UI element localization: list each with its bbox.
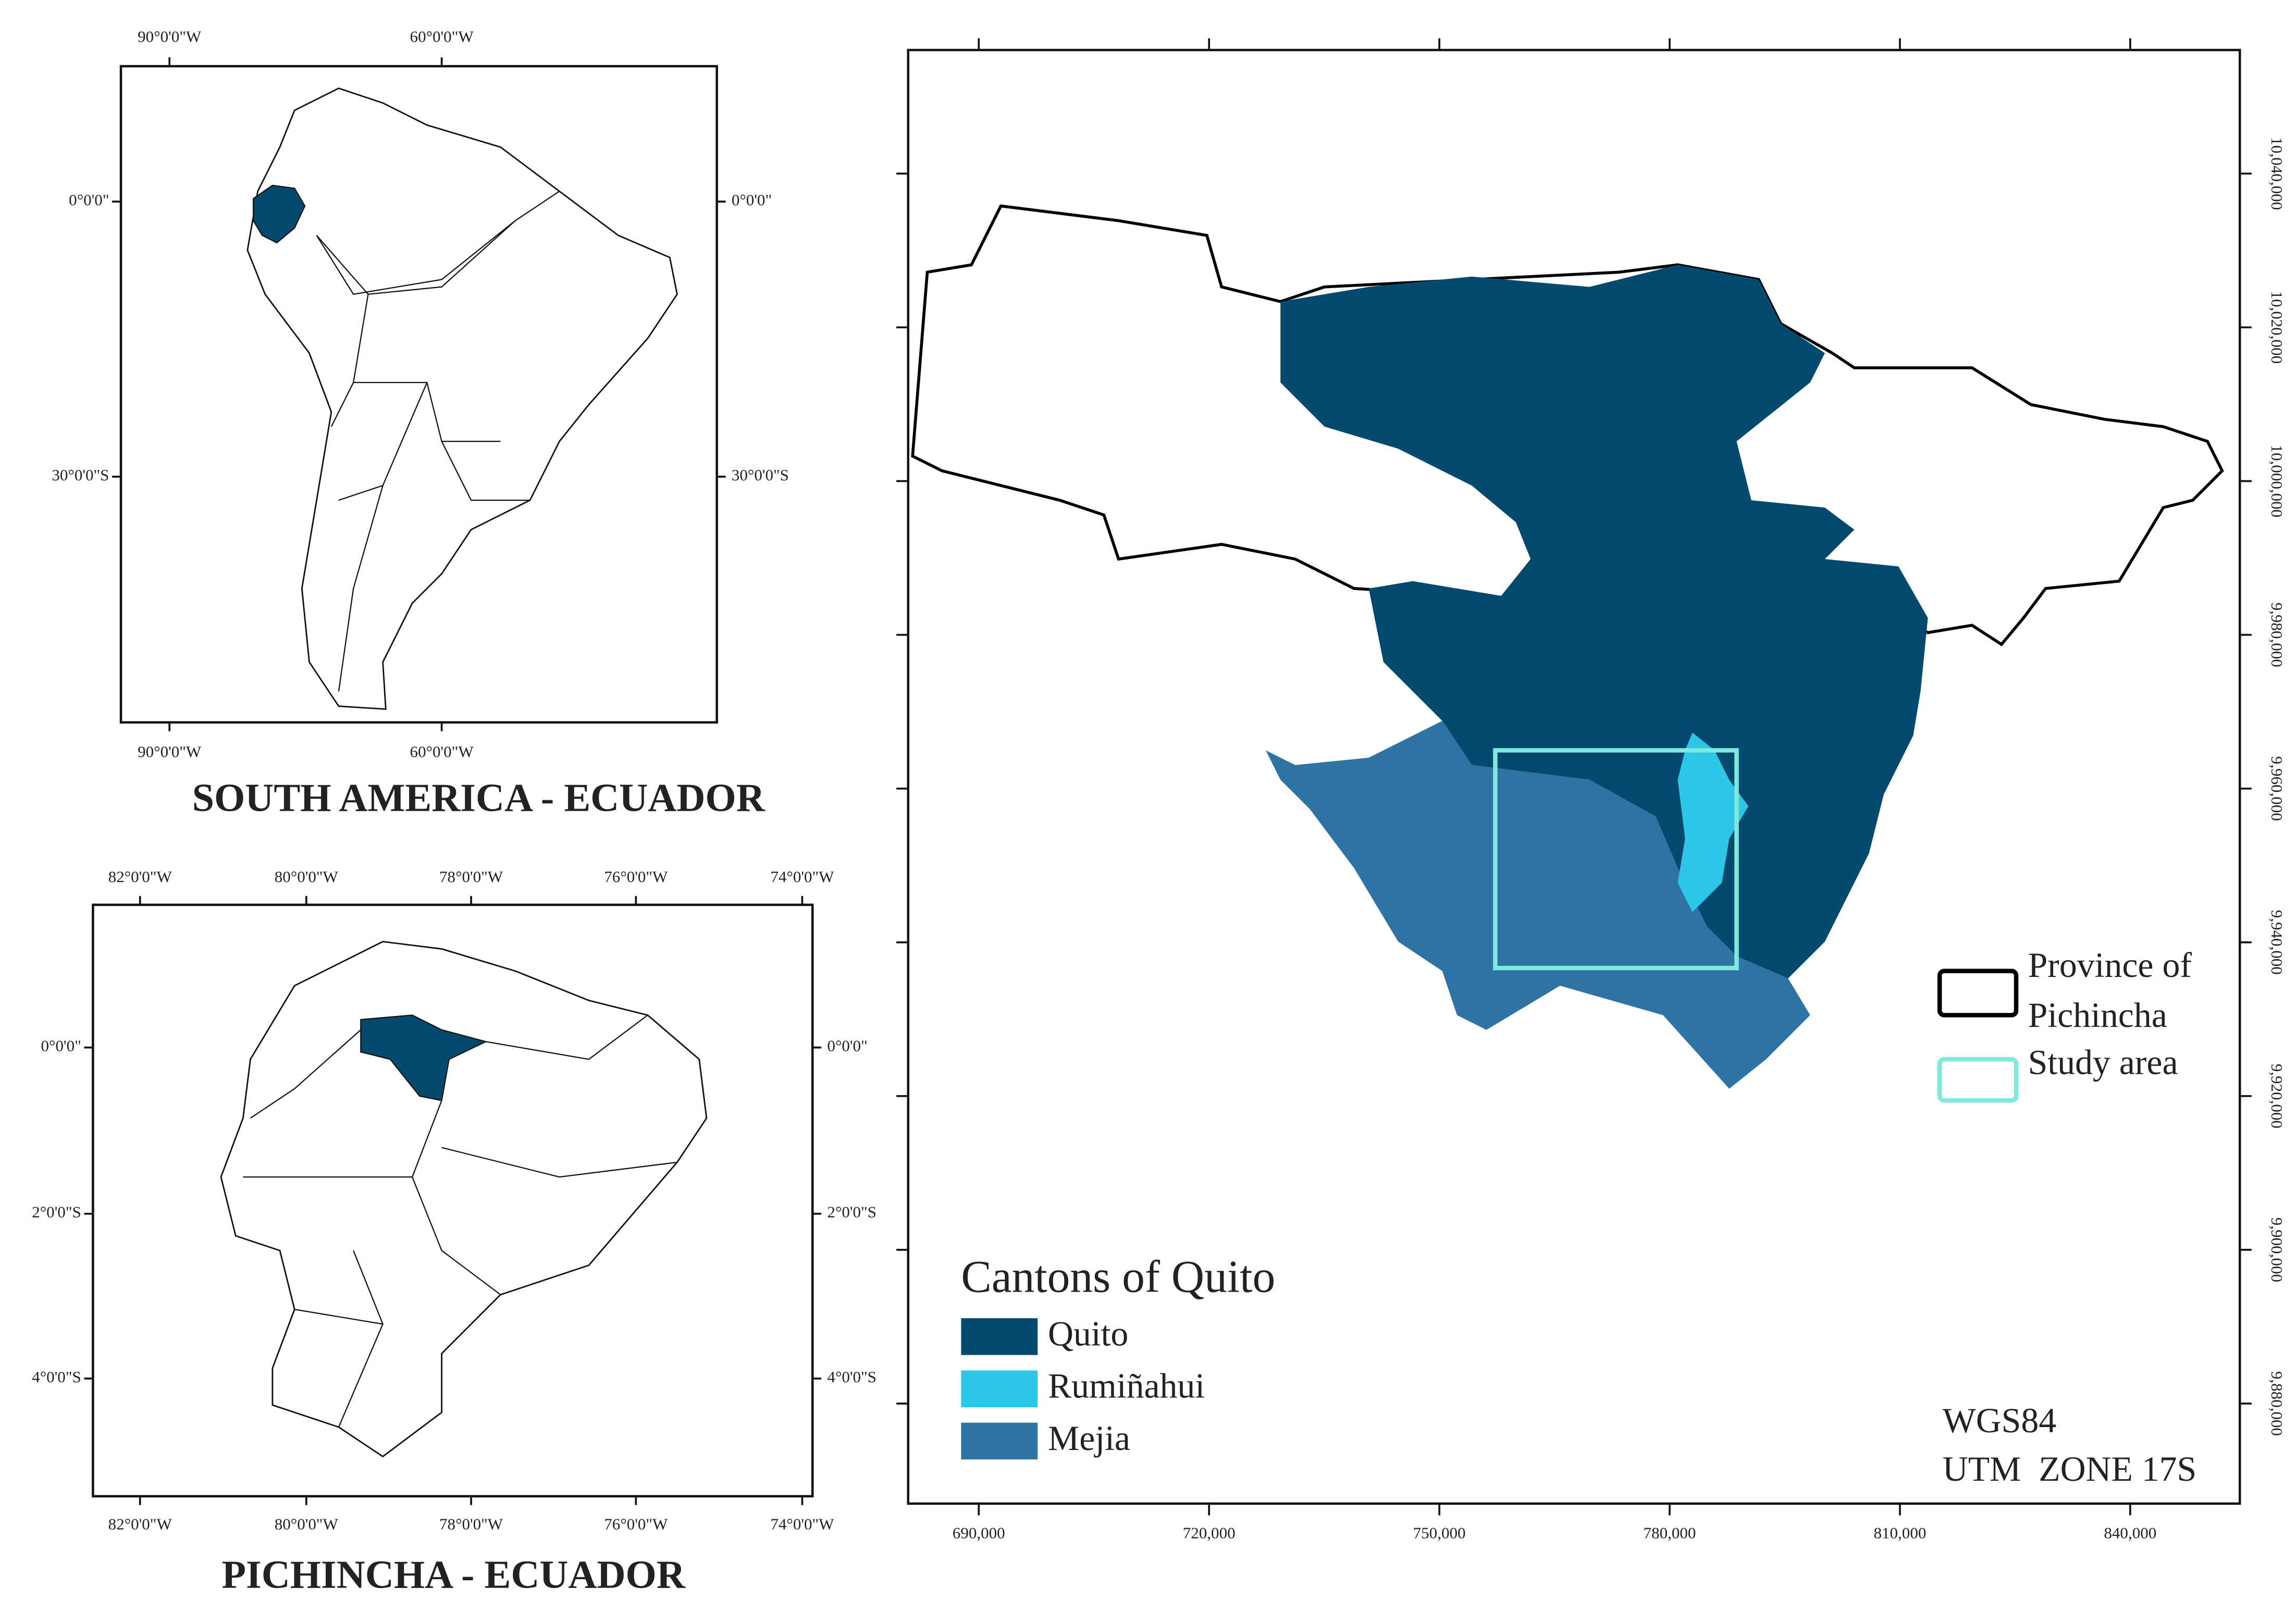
country — [220, 940, 708, 1458]
y-label: 10,000,000 — [2268, 445, 2286, 518]
y-label: 9,880,000 — [2268, 1371, 2286, 1436]
legend-label-box: Study area — [2028, 1044, 2178, 1083]
legend-swatch — [1937, 969, 2019, 1018]
y-label: 9,980,000 — [2268, 602, 2286, 667]
legend-title: Cantons of Quito — [961, 1251, 1275, 1302]
y-label: 9,920,000 — [2268, 1064, 2286, 1129]
lat-label: 0°0'0" — [732, 191, 772, 209]
lon-label: 80°0'0"W — [275, 1515, 339, 1533]
lon-label: 74°0'0"W — [770, 1515, 834, 1533]
lat-label: 2°0'0"S — [32, 1203, 81, 1221]
legend-label: Study area — [2028, 1044, 2178, 1083]
borders — [316, 220, 530, 692]
pichincha — [360, 1014, 488, 1101]
lat-label: 4°0'0"S — [32, 1368, 81, 1386]
lon-label: 76°0'0"W — [604, 1515, 668, 1533]
lon-label: 74°0'0"W — [770, 868, 834, 886]
legend-swatch — [961, 1422, 1038, 1460]
lon-label: 90°0'0"W — [138, 28, 202, 46]
y-label: 9,940,000 — [2268, 910, 2286, 975]
y-label: 9,960,000 — [2268, 756, 2286, 821]
x-label: 780,000 — [1644, 1523, 1696, 1542]
lon-label: 60°0'0"W — [410, 28, 474, 46]
x-label: 690,000 — [953, 1523, 1005, 1542]
lat-label: 0°0'0" — [69, 191, 109, 209]
lat-label: 0°0'0" — [827, 1037, 867, 1055]
lon-label: 78°0'0"W — [439, 1515, 503, 1533]
canton-quito — [1280, 265, 1928, 978]
legend-swatch — [961, 1370, 1038, 1407]
lon-label: 76°0'0"W — [604, 868, 668, 886]
x-label: 750,000 — [1413, 1523, 1466, 1542]
y-label: 9,900,000 — [2268, 1218, 2286, 1282]
crs-label: UTM ZONE 17S — [1943, 1449, 2196, 1489]
lat-label: 30°0'0"S — [52, 466, 109, 484]
map-frame — [907, 48, 2241, 1505]
x-label: 810,000 — [1873, 1523, 1926, 1542]
lat-label: 0°0'0" — [41, 1037, 81, 1055]
lon-label: 80°0'0"W — [275, 868, 339, 886]
legend-swatch — [1937, 1057, 2019, 1103]
legend-label: Quito — [1048, 1314, 1128, 1353]
inset-title: PICHINCHA - ECUADOR — [221, 1553, 685, 1596]
lon-label: 82°0'0"W — [108, 1515, 172, 1533]
legend-label: Rumiñahui — [1048, 1367, 1205, 1406]
lat-label: 2°0'0"S — [827, 1203, 877, 1221]
lon-label: 60°0'0"W — [410, 742, 474, 761]
provinces — [243, 1014, 677, 1428]
inset-frame — [92, 903, 814, 1498]
canton-ruminahui — [1677, 733, 1749, 912]
x-label: 720,000 — [1183, 1523, 1236, 1542]
crs-label: WGS84 — [1943, 1401, 2056, 1440]
legend-swatch — [961, 1318, 1038, 1355]
continent — [246, 87, 678, 710]
lon-label: 82°0'0"W — [108, 868, 172, 886]
lat-label: 4°0'0"S — [827, 1368, 877, 1386]
legend-label: Mejia — [1048, 1419, 1130, 1458]
y-label: 10,040,000 — [2268, 137, 2286, 210]
lon-label: 90°0'0"W — [138, 742, 202, 761]
legend-label: Province of Pichincha — [2028, 947, 2192, 1036]
canton-mejia — [1265, 721, 1810, 1089]
inset-frame — [119, 65, 718, 724]
study-area — [1493, 748, 1739, 971]
lon-label: 78°0'0"W — [439, 868, 503, 886]
legend-label-box: Province of Pichincha — [2028, 947, 2192, 1036]
borders — [316, 191, 560, 295]
x-label: 840,000 — [2104, 1523, 2156, 1542]
lat-label: 30°0'0"S — [732, 466, 789, 484]
inset-title: SOUTH AMERICA - ECUADOR — [192, 776, 766, 820]
y-label: 10,020,000 — [2268, 291, 2286, 364]
ecuador — [253, 184, 306, 244]
